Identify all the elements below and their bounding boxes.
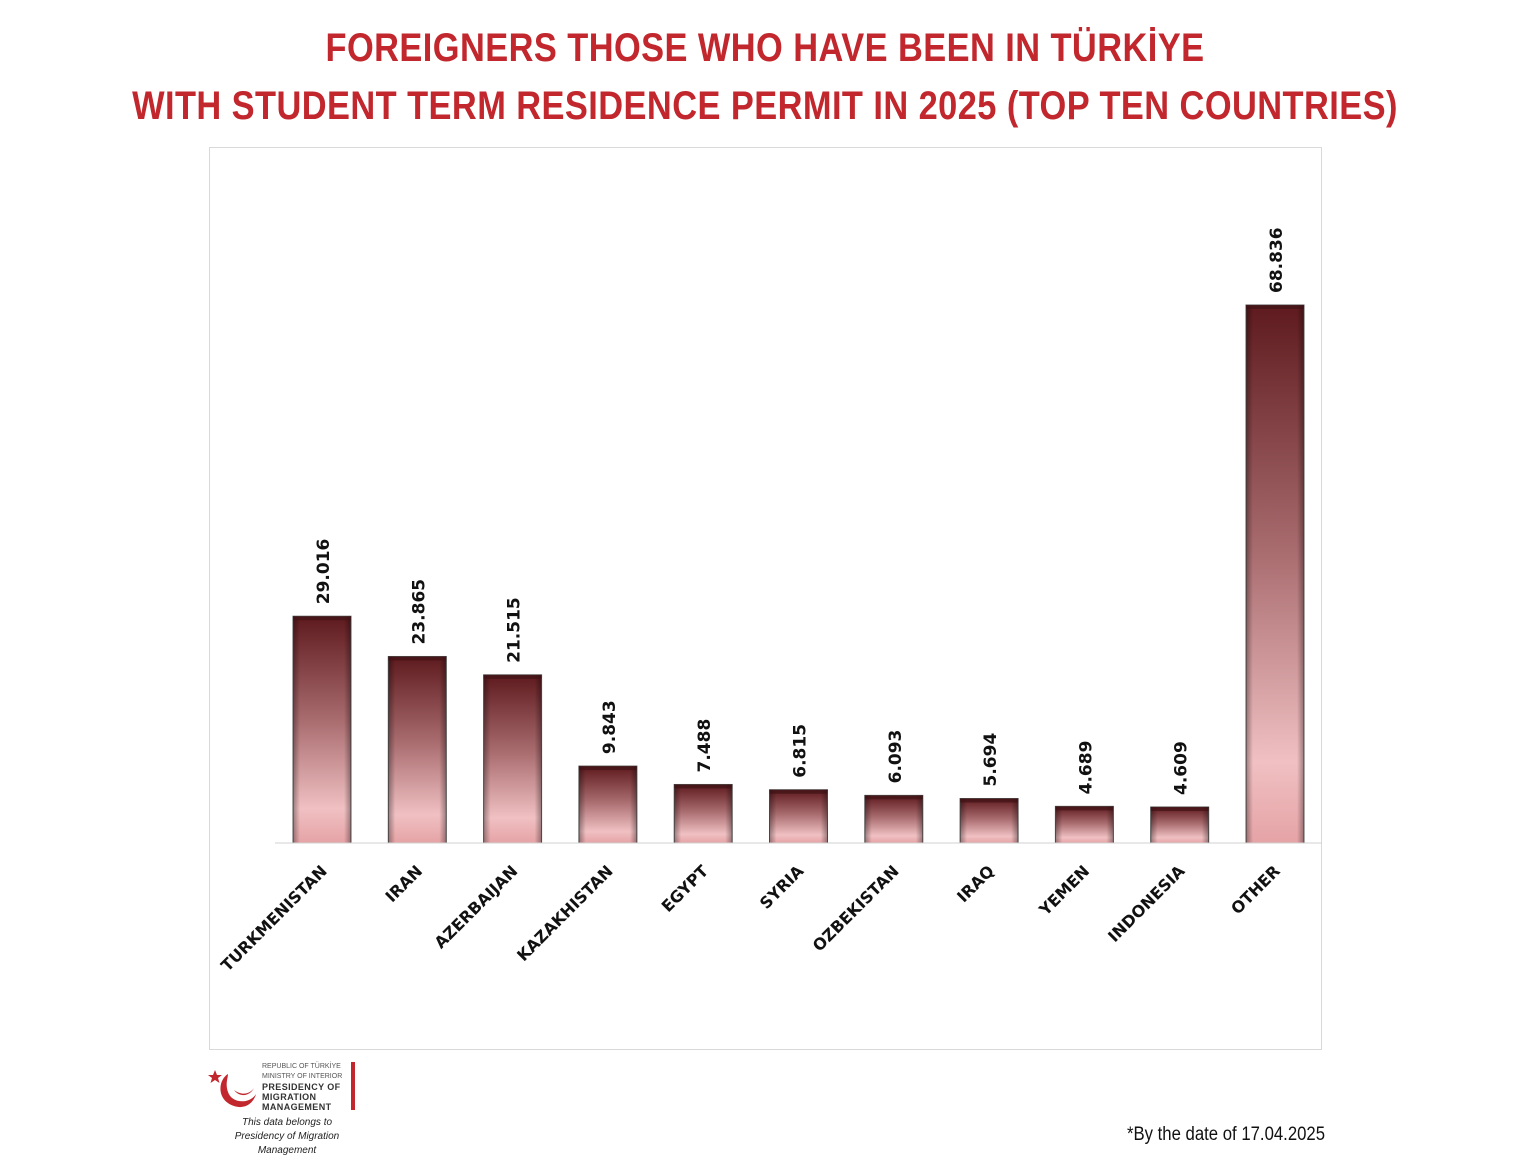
value-label: 4.689 — [1076, 741, 1096, 795]
bar-shading — [293, 616, 351, 843]
bar-shading — [388, 656, 447, 843]
bar — [1054, 805, 1114, 844]
value-label: 4.609 — [1172, 741, 1192, 795]
category-label: EGYPT — [658, 861, 712, 915]
migration-management-logo — [208, 1070, 256, 1108]
category-label: KAZAKHISTAN — [513, 861, 617, 965]
bar-cap — [960, 798, 1019, 803]
bar-shading — [674, 784, 733, 843]
bar — [292, 615, 352, 844]
bar-shading — [1246, 305, 1304, 843]
belongs-line1: This data belongs to — [241, 1117, 333, 1128]
bar-cap — [388, 656, 447, 661]
bar-cap — [1246, 305, 1304, 309]
category-label: IRAN — [382, 861, 427, 906]
bar-shading — [1150, 806, 1209, 843]
value-label: 5.694 — [981, 733, 1001, 787]
chart-title-line2: WITH STUDENT TERM RESIDENCE PERMIT IN 20… — [132, 84, 1398, 128]
bar-cap — [1055, 806, 1114, 811]
logo-line2: MINISTRY OF INTERIOR — [262, 1073, 343, 1080]
date-note: *By the date of 17.04.2025 — [1126, 1124, 1325, 1145]
bar — [387, 655, 447, 844]
bar-shading — [769, 789, 828, 843]
bar — [959, 797, 1019, 844]
category-label: OZBEKISTAN — [809, 861, 903, 955]
bar-shading — [864, 795, 923, 843]
bar — [483, 674, 543, 844]
category-label: YEMEN — [1035, 861, 1094, 920]
bar-cap — [483, 674, 542, 679]
value-label: 6.815 — [791, 724, 811, 778]
category-label: AZERBAIJAN — [431, 861, 522, 952]
logo-line3: PRESIDENCY OF — [262, 1082, 341, 1092]
value-label: 9.843 — [600, 700, 620, 754]
bar-cap — [674, 784, 733, 789]
bar-cap — [864, 795, 923, 800]
bar-shading — [960, 798, 1019, 843]
value-label: 7.488 — [695, 719, 715, 773]
category-label: TURKMENISTAN — [217, 861, 331, 975]
bar-shading — [483, 674, 542, 843]
bar-cap — [293, 616, 351, 621]
bar — [1150, 806, 1210, 844]
value-label: 21.515 — [505, 597, 525, 663]
bar — [864, 794, 924, 844]
star-icon — [208, 1070, 222, 1083]
crescent-icon — [220, 1074, 256, 1108]
bar-cap — [769, 789, 828, 794]
chart-frame — [209, 147, 1322, 1050]
logo-line4: MIGRATION MANAGEMENT — [262, 1092, 332, 1112]
chart-title-line1: FOREIGNERS THOSE WHO HAVE BEEN IN TÜRKİY… — [325, 26, 1205, 70]
category-label: OTHER — [1227, 861, 1284, 918]
value-label: 29.016 — [314, 539, 334, 605]
logo-text: REPUBLIC OF TÜRKİYE MINISTRY OF INTERIOR… — [262, 1062, 348, 1112]
category-label: SYRIA — [756, 861, 808, 913]
bar-cap — [578, 766, 637, 771]
bar-shading — [1055, 806, 1114, 843]
bar — [673, 783, 733, 844]
bar-cap — [1150, 806, 1209, 811]
value-label: 68.836 — [1267, 227, 1287, 293]
category-label: INDONESIA — [1104, 861, 1189, 946]
belongs-line2: Presidency of Migration Management — [234, 1131, 340, 1156]
value-label: 6.093 — [886, 730, 906, 784]
value-label: 23.865 — [409, 579, 429, 645]
bar — [1245, 304, 1305, 844]
bar — [578, 765, 638, 844]
category-label: IRAQ — [953, 861, 998, 906]
bar-shading — [578, 766, 637, 843]
bar — [769, 789, 828, 844]
data-ownership-note: This data belongs to Presidency of Migra… — [207, 1116, 367, 1158]
logo-divider — [351, 1062, 355, 1110]
logo-line1: REPUBLIC OF TÜRKİYE — [262, 1063, 341, 1070]
